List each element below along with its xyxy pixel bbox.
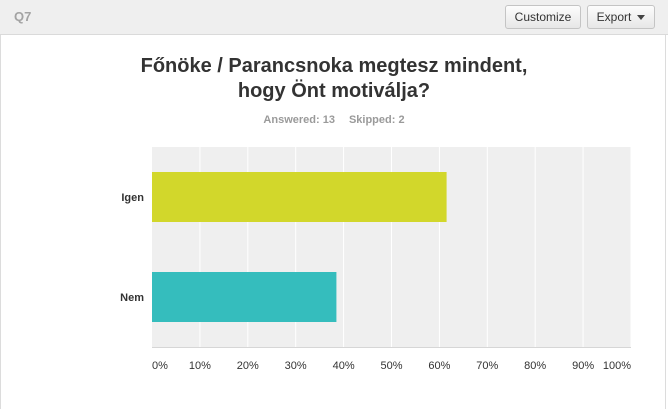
export-button-label: Export bbox=[596, 10, 632, 24]
x-tick-label: 10% bbox=[189, 360, 211, 372]
x-tick-label: 100% bbox=[603, 360, 631, 372]
chart-title: Főnöke / Parancsnoka megtesz mindent, ho… bbox=[0, 54, 668, 104]
question-number: Q7 bbox=[14, 9, 32, 24]
customize-button-label: Customize bbox=[514, 10, 572, 24]
question-header: Q7 Customize Export bbox=[0, 0, 668, 35]
answered-count: Answered: 13 bbox=[263, 114, 335, 126]
category-label: Nem bbox=[120, 292, 144, 304]
x-tick-label: 50% bbox=[380, 360, 402, 372]
bar-igen bbox=[152, 172, 447, 222]
x-tick-label: 60% bbox=[428, 360, 450, 372]
x-tick-label: 40% bbox=[333, 360, 355, 372]
chart-title-line-2: hogy Önt motiválja? bbox=[237, 80, 431, 102]
export-button[interactable]: Export bbox=[587, 5, 655, 29]
bar-nem bbox=[152, 272, 337, 322]
skipped-count: Skipped: 2 bbox=[348, 114, 405, 126]
customize-button[interactable]: Customize bbox=[505, 5, 581, 29]
response-stats: Answered: 13 Skipped: 2 bbox=[0, 114, 668, 126]
x-tick-label: 30% bbox=[285, 360, 307, 372]
chevron-down-icon bbox=[637, 14, 646, 20]
x-tick-label: 0% bbox=[152, 360, 168, 372]
x-tick-label: 70% bbox=[476, 360, 498, 372]
chart-title-line-1: Főnöke / Parancsnoka megtesz mindent, bbox=[140, 55, 528, 77]
category-label: Igen bbox=[121, 192, 144, 204]
x-tick-label: 20% bbox=[237, 360, 259, 372]
x-tick-label: 80% bbox=[524, 360, 546, 372]
x-tick-label: 90% bbox=[572, 360, 594, 372]
